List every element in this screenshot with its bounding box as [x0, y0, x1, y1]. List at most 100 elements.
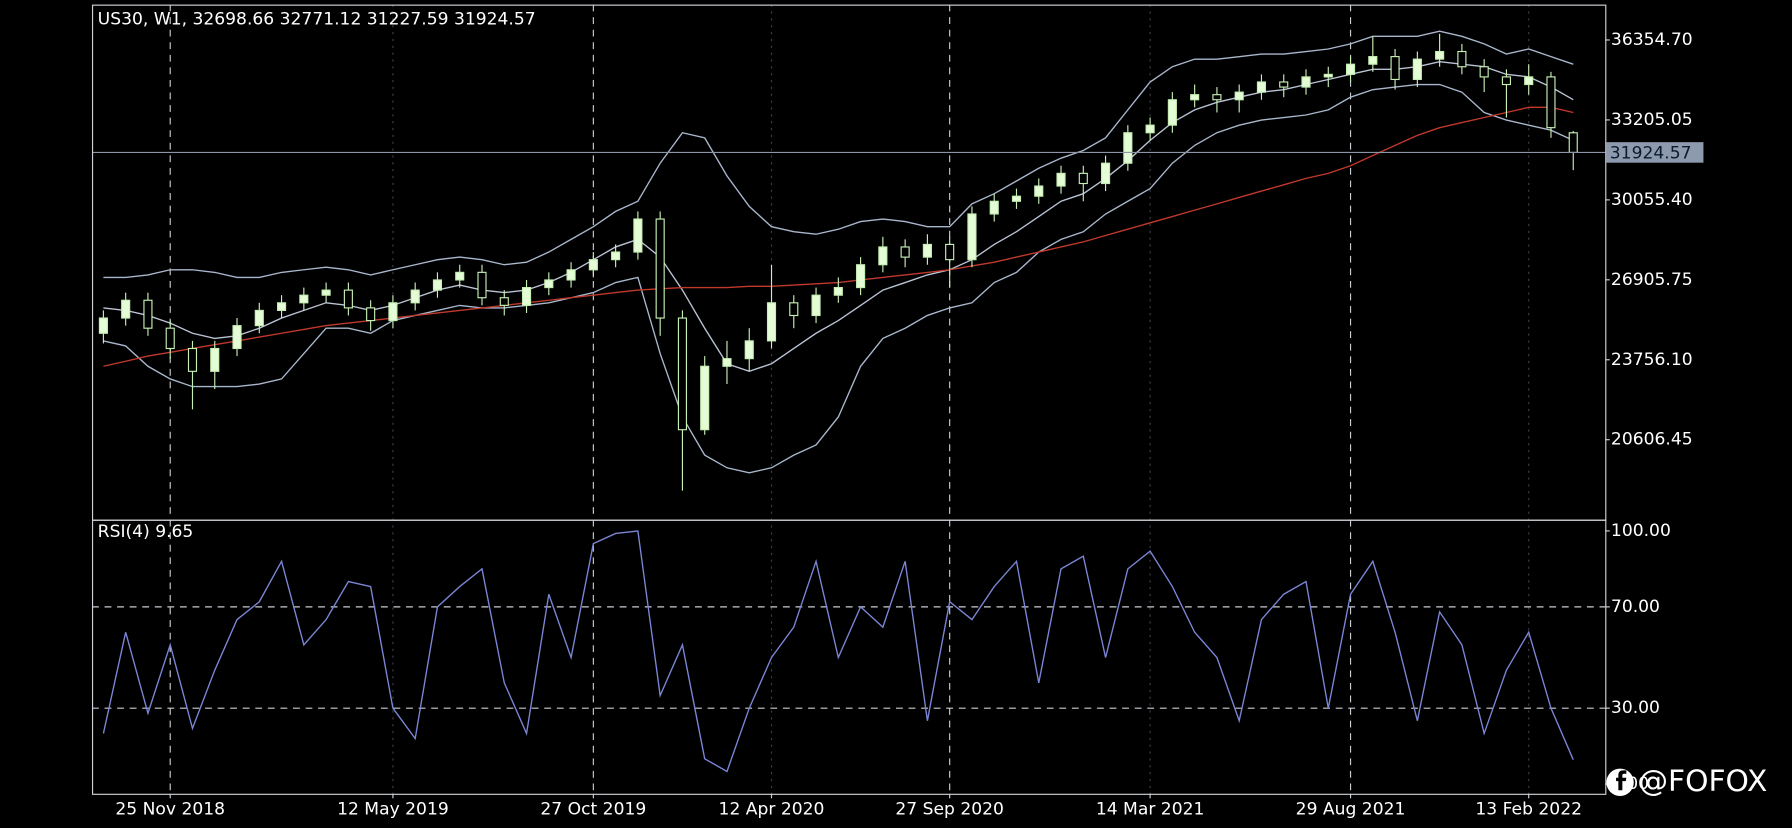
candle-body [1435, 50, 1445, 60]
main-panel: 36354.70 33205.05 30055.40 26905.75 23756.10… [91, 30, 1704, 820]
candle-body [165, 327, 175, 350]
candle-body [1123, 132, 1133, 164]
candle-body [299, 294, 309, 304]
candle-body [878, 246, 888, 266]
candle-body [187, 347, 198, 372]
candle-body [1101, 162, 1111, 185]
candle-body [1301, 76, 1311, 88]
candle-body [1167, 99, 1177, 126]
candle-body [1034, 185, 1044, 197]
chart-title: US30, W1, 32698.66 32771.12 31227.59 319… [98, 9, 536, 29]
candle-body [789, 302, 799, 317]
candle-body [1234, 91, 1244, 101]
x-tick-label: 25 Nov 2018 [115, 800, 225, 820]
candle-body [388, 302, 398, 322]
candle-body [1412, 58, 1422, 81]
grid-layer [91, 4, 1606, 794]
candle-body [1212, 94, 1222, 101]
candle-body [521, 287, 532, 306]
candle-body [677, 317, 688, 431]
y-tick-label: 100.00 [1611, 521, 1671, 541]
candle-body [722, 358, 732, 367]
candle-body [210, 347, 220, 372]
y-tick-label: 36354.70 [1611, 30, 1693, 50]
y-tick-label: 26905.75 [1611, 270, 1693, 290]
candle-body [833, 287, 843, 296]
x-tick-label: 13 Feb 2022 [1475, 800, 1582, 820]
candle-body [1568, 132, 1578, 153]
candle-body [1078, 172, 1088, 185]
candle-body [766, 302, 777, 342]
candle-body [1479, 66, 1489, 78]
candle-body [633, 218, 643, 253]
x-tick-label: 27 Sep 2020 [895, 800, 1004, 820]
candle-body [945, 243, 955, 261]
rsi-frame [91, 519, 1607, 795]
candle-body [232, 325, 242, 350]
candle-body [1279, 81, 1289, 88]
candle-body [611, 251, 621, 261]
candle-body [254, 309, 264, 327]
x-tick-label: 12 Apr 2020 [719, 800, 825, 820]
rsi-title: RSI(4) 9.65 [98, 522, 194, 542]
candle-body [744, 340, 754, 360]
x-tick-label: 12 May 2019 [337, 800, 449, 820]
candle-body [1345, 63, 1356, 75]
y-tick-label: 23756.10 [1611, 350, 1693, 370]
candle-body [967, 213, 977, 261]
candle-body [366, 307, 376, 322]
last-price-label: 31924.57 [1610, 144, 1692, 164]
watermark-icon [1606, 768, 1634, 797]
candle-body [343, 289, 353, 309]
candle-body [655, 218, 665, 319]
candle-body [1546, 76, 1556, 129]
candle-body [121, 299, 131, 319]
candle-body [1457, 50, 1467, 68]
candle-body [432, 279, 443, 291]
x-tick-label: 14 Mar 2021 [1096, 800, 1205, 820]
candle-body [544, 279, 554, 289]
candle-body [1011, 195, 1022, 202]
candle-body [1368, 56, 1378, 65]
y-tick-label: 30.00 [1611, 698, 1660, 718]
candle-body [143, 299, 153, 329]
candle-body [989, 200, 999, 215]
candle-body [98, 317, 108, 334]
overlay-line [103, 30, 1574, 279]
candle-body [321, 289, 331, 296]
candle-body [499, 297, 509, 306]
candle-body [276, 302, 287, 311]
x-tick-label: 29 Aug 2021 [1296, 800, 1406, 820]
candle-body [1145, 124, 1155, 134]
watermark: @FOFOX [1638, 764, 1767, 799]
candle-body [900, 246, 910, 258]
candle-body [1256, 81, 1267, 93]
candle-body [588, 259, 598, 271]
y-tick-label: 20606.45 [1611, 430, 1693, 450]
y-tick-label: 30055.40 [1611, 190, 1693, 210]
y-tick-label: 70.00 [1611, 597, 1660, 617]
candle-body [410, 289, 420, 304]
candle-body [811, 294, 821, 317]
candle-body [1056, 172, 1066, 187]
candle-body [1390, 56, 1400, 81]
overlay-line [103, 83, 1574, 474]
x-tick-label: 27 Oct 2019 [540, 800, 646, 820]
candle-body [1190, 94, 1200, 101]
candle-body [856, 264, 866, 289]
candle-body [455, 271, 465, 281]
rsi-line [102, 530, 1574, 773]
candle-body [566, 269, 576, 281]
last-price-box [1606, 142, 1704, 163]
y-tick-label: 33205.05 [1611, 110, 1693, 130]
candle-body [922, 243, 932, 258]
candle-body [1323, 73, 1333, 78]
candle-body [1524, 76, 1534, 86]
candle-body [700, 365, 710, 431]
candle-body [1501, 76, 1512, 86]
candle-body [477, 271, 487, 299]
